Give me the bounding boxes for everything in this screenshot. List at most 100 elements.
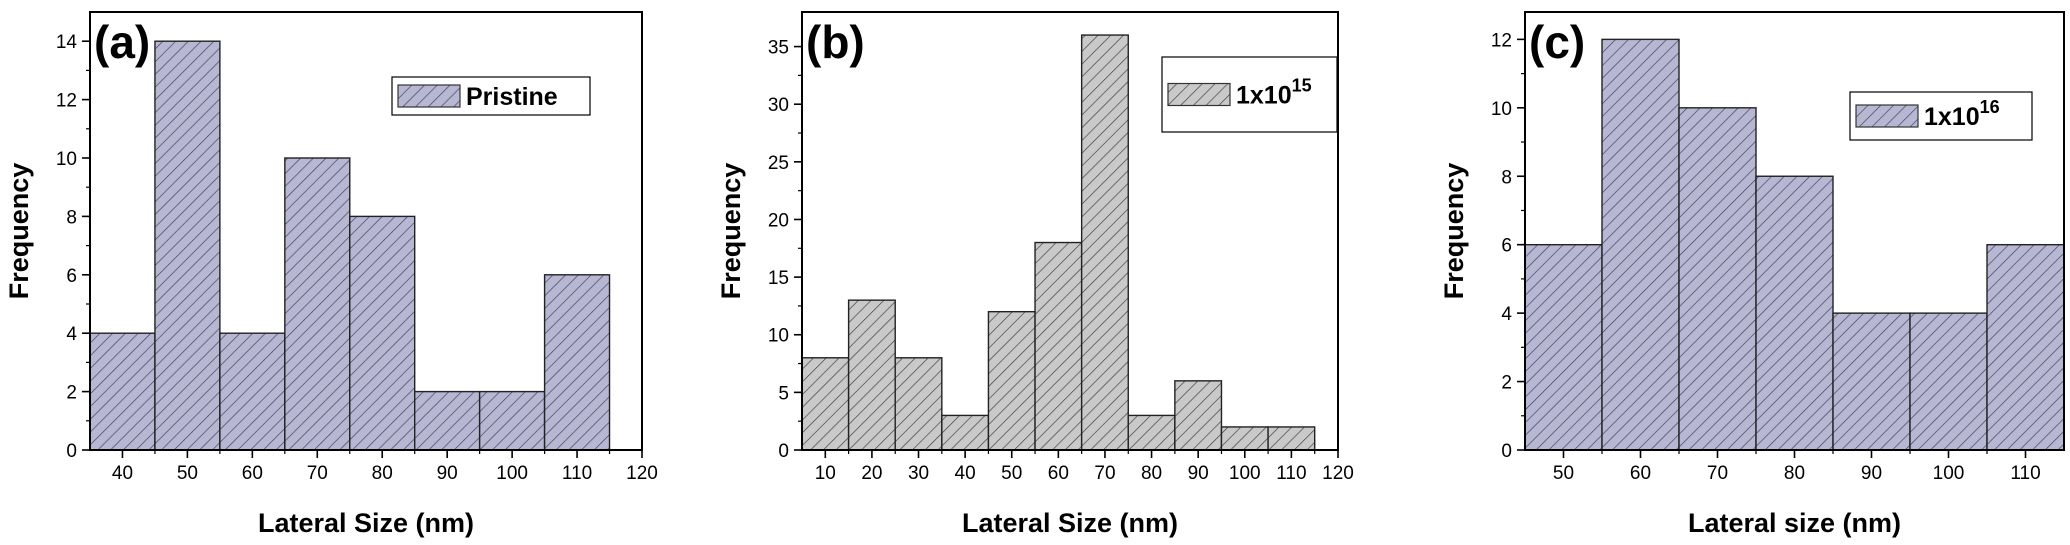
y-tick-label: 0 bbox=[1501, 441, 1512, 462]
ticks-b: 10 20 30 40 50 60 70 80 90 100 110 120 0 5 10 15 20 25 30 3… bbox=[768, 38, 1354, 484]
x-tick-label: 50 bbox=[1001, 463, 1022, 484]
legend-c: 1x1016 bbox=[1849, 91, 2033, 141]
ticks-c: 50 60 70 80 90 100 110 0 2 4 6 8 10 12 bbox=[1491, 30, 2041, 484]
x-tick-label: 50 bbox=[1553, 463, 1574, 484]
legend-base-c: 1x10 bbox=[1924, 103, 1980, 131]
bar-b-70 bbox=[1080, 34, 1129, 451]
bar-a-50 bbox=[154, 40, 221, 451]
bar-c-90 bbox=[1832, 312, 1911, 451]
legend-exponent-c: 16 bbox=[1980, 97, 2000, 117]
y-tick-label: 10 bbox=[768, 326, 789, 347]
bar-group-a bbox=[89, 40, 611, 451]
bar-b-90 bbox=[1174, 380, 1223, 451]
ticks-a: 40 50 60 70 80 90 100 110 120 0 2 4 6 8 10 12 14 bbox=[56, 32, 658, 484]
panel-label-b: (b) bbox=[806, 16, 865, 68]
bar-b-40 bbox=[941, 414, 990, 451]
x-tick-label: 60 bbox=[1048, 463, 1069, 484]
bar-a-100 bbox=[478, 390, 546, 451]
x-tick-label: 70 bbox=[1707, 463, 1728, 484]
bar-a-70 bbox=[284, 157, 351, 451]
bar-b-50 bbox=[987, 310, 1036, 451]
y-tick-label: 6 bbox=[66, 266, 77, 287]
bar-b-10 bbox=[801, 357, 850, 451]
x-tick-label: 20 bbox=[861, 463, 882, 484]
x-tick-label: 100 bbox=[1933, 463, 1965, 484]
bar-c-60 bbox=[1601, 38, 1680, 451]
y-axis-title-c: Frequency bbox=[1439, 163, 1469, 300]
bar-b-110 bbox=[1267, 426, 1316, 451]
y-tick-label: 0 bbox=[66, 441, 77, 462]
y-tick-label: 8 bbox=[66, 207, 77, 228]
plot-frame-a bbox=[89, 11, 643, 451]
legend-box-c bbox=[1849, 91, 2033, 141]
bar-a-60 bbox=[219, 332, 286, 451]
legend-exponent-b: 15 bbox=[1292, 76, 1312, 96]
y-tick-label: 4 bbox=[66, 324, 77, 345]
bar-c-110 bbox=[1986, 243, 2065, 451]
y-tick-label: 10 bbox=[1491, 99, 1512, 120]
x-tick-label: 50 bbox=[177, 463, 198, 484]
x-tick-label: 80 bbox=[372, 463, 393, 484]
y-tick-label: 5 bbox=[778, 383, 789, 404]
legend-label-c: 1x1016 bbox=[1924, 97, 2000, 131]
x-axis-title-b: Lateral Size (nm) bbox=[962, 508, 1178, 538]
x-tick-label: 70 bbox=[1094, 463, 1115, 484]
bar-a-40 bbox=[89, 332, 156, 451]
x-axis-title-a: Lateral Size (nm) bbox=[258, 508, 474, 538]
bar-b-20 bbox=[847, 299, 896, 451]
panel-label-c: (c) bbox=[1529, 16, 1585, 68]
x-tick-label: 90 bbox=[1188, 463, 1209, 484]
legend-box-a bbox=[391, 76, 591, 116]
legend-label-a: Pristine bbox=[466, 83, 558, 111]
bar-a-80 bbox=[349, 215, 416, 451]
legend-swatch-c bbox=[1855, 104, 1919, 128]
legend-b: 1x1015 bbox=[1161, 56, 1338, 133]
chart-panel-a: 40 50 60 70 80 90 100 110 120 0 2 4 6 8 10 12 14 (a) Lat… bbox=[4, 11, 658, 538]
x-tick-label: 10 bbox=[815, 463, 836, 484]
y-tick-label: 12 bbox=[1491, 30, 1512, 51]
x-tick-label: 40 bbox=[112, 463, 133, 484]
y-axis-title-b: Frequency bbox=[716, 163, 746, 300]
bar-c-100 bbox=[1909, 312, 1988, 451]
x-axis-title-c: Lateral size (nm) bbox=[1688, 508, 1901, 538]
x-tick-label: 80 bbox=[1784, 463, 1805, 484]
y-tick-label: 15 bbox=[768, 268, 789, 289]
x-tick-label: 60 bbox=[242, 463, 263, 484]
legend-swatch-a bbox=[397, 84, 461, 108]
x-tick-label: 110 bbox=[2010, 463, 2040, 484]
legend-box-b bbox=[1161, 56, 1338, 133]
y-tick-label: 8 bbox=[1501, 167, 1512, 188]
x-tick-label: 80 bbox=[1141, 463, 1162, 484]
x-tick-label: 110 bbox=[1276, 463, 1306, 484]
y-tick-label: 35 bbox=[768, 38, 789, 59]
legend-base-b: 1x10 bbox=[1236, 82, 1292, 110]
y-tick-label: 14 bbox=[56, 32, 78, 53]
x-tick-label: 90 bbox=[437, 463, 458, 484]
bar-a-90 bbox=[414, 390, 481, 451]
bar-b-80 bbox=[1127, 414, 1176, 451]
y-tick-label: 30 bbox=[768, 95, 789, 116]
x-tick-label: 60 bbox=[1630, 463, 1651, 484]
y-axis-title-a: Frequency bbox=[4, 163, 34, 300]
y-tick-label: 2 bbox=[66, 383, 77, 404]
x-tick-label: 30 bbox=[908, 463, 929, 484]
chart-panel-b: 10 20 30 40 50 60 70 80 90 100 110 120 0 5 10 15 20 25 30 3… bbox=[716, 11, 1354, 538]
x-tick-label: 110 bbox=[562, 463, 592, 484]
bar-group-b bbox=[801, 34, 1316, 451]
panel-label-a: (a) bbox=[94, 16, 150, 68]
x-tick-label: 100 bbox=[1229, 463, 1261, 484]
bar-c-80 bbox=[1755, 175, 1834, 451]
x-tick-label: 120 bbox=[1322, 463, 1354, 484]
legend-swatch-b bbox=[1167, 82, 1231, 107]
x-tick-label: 100 bbox=[496, 463, 528, 484]
y-tick-label: 4 bbox=[1501, 304, 1512, 325]
chart-panel-c: 50 60 70 80 90 100 110 0 2 4 6 8 10 12 (c) Lateral si… bbox=[1439, 11, 2065, 538]
x-tick-label: 120 bbox=[626, 463, 658, 484]
x-tick-label: 40 bbox=[955, 463, 976, 484]
y-tick-label: 25 bbox=[768, 153, 789, 174]
legend-label-b: 1x1015 bbox=[1236, 76, 1312, 110]
x-tick-label: 70 bbox=[307, 463, 328, 484]
y-tick-label: 20 bbox=[768, 210, 789, 231]
bar-a-110 bbox=[543, 274, 611, 451]
